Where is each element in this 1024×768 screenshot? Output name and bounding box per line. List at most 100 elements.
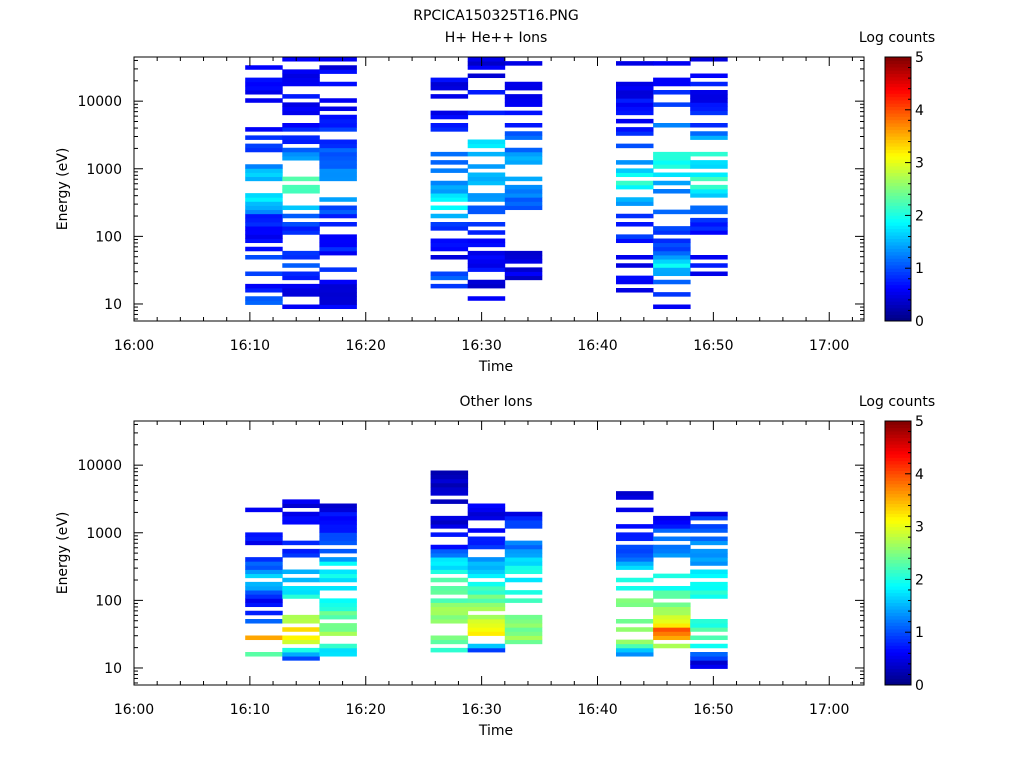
- heatmap-cell: [616, 180, 654, 186]
- heatmap-cell: [245, 598, 283, 603]
- colorbar-tick-label: 1: [915, 261, 924, 277]
- colorbar: 0 1 2 3 4 5: [884, 50, 924, 330]
- heatmap-cell: [319, 213, 357, 219]
- heatmap-cell: [690, 94, 728, 99]
- heatmap-cell: [616, 598, 654, 603]
- heatmap-cell: [504, 184, 543, 190]
- heatmap-cell: [467, 296, 506, 301]
- heatmap-cell: [616, 61, 654, 66]
- heatmap-cell: [282, 213, 320, 219]
- heatmap-cell: [245, 569, 283, 575]
- colorbar-swatch: [885, 589, 911, 594]
- heatmap-cell: [504, 515, 543, 521]
- heatmap-cell: [282, 189, 320, 194]
- heatmap-cell: [282, 110, 320, 116]
- colorbar-swatch: [885, 185, 911, 190]
- colorbar-swatch: [885, 543, 911, 547]
- heatmap-cell: [616, 524, 654, 529]
- heatmap-cell: [430, 557, 469, 562]
- colorbar-swatch: [885, 467, 911, 471]
- heatmap-cell: [282, 184, 320, 190]
- heatmap-cell: [319, 222, 357, 227]
- colorbar-swatch: [885, 291, 911, 296]
- heatmap-cell: [430, 255, 469, 260]
- heatmap-cell: [282, 250, 320, 256]
- heatmap-cell: [690, 193, 728, 198]
- heatmap-cell: [282, 540, 320, 546]
- heatmap-cell: [245, 222, 283, 227]
- heatmap-cell: [282, 292, 320, 297]
- heatmap-cell: [245, 246, 283, 252]
- heatmap-cell: [282, 639, 320, 645]
- heatmap-cell: [245, 594, 283, 599]
- colorbar-frame: [884, 56, 912, 322]
- heatmap-cell: [690, 102, 728, 107]
- heatmap-cell: [430, 482, 469, 488]
- colorbar-swatch: [885, 123, 911, 127]
- heatmap-cell: [467, 222, 506, 227]
- heatmap-cell: [504, 614, 543, 620]
- heatmap-cell: [616, 160, 654, 165]
- heatmap-cell: [245, 213, 283, 219]
- heatmap-cell: [504, 631, 543, 636]
- heatmap-cell: [467, 536, 506, 542]
- heatmap-cell: [690, 656, 728, 661]
- heatmap-cell: [319, 246, 357, 252]
- heatmap-cell: [245, 81, 283, 87]
- x-axis-label: Time: [478, 723, 513, 739]
- heatmap-cell: [282, 69, 320, 74]
- heatmap-cell: [690, 548, 728, 554]
- colorbar-swatch: [885, 136, 911, 140]
- heatmap-cell: [245, 98, 283, 103]
- heatmap-cell: [690, 524, 728, 529]
- colorbar-swatch: [885, 86, 911, 91]
- heatmap-cell: [245, 226, 283, 231]
- colorbar-swatch: [885, 632, 911, 636]
- colorbar-swatch: [885, 301, 911, 305]
- heatmap-cell: [319, 610, 357, 616]
- colorbar-swatch: [885, 103, 911, 107]
- panel-h-he-ions: H+ He++ Ions Energy (eV) Time Log counts…: [55, 30, 935, 375]
- colorbar-swatch: [885, 477, 911, 481]
- x-axis-label: Time: [478, 359, 513, 375]
- heatmap-cell: [282, 139, 320, 145]
- heatmap-cell: [245, 557, 283, 562]
- heatmap-cell: [616, 143, 654, 149]
- heatmap-cell: [653, 238, 691, 244]
- heatmap-cell: [319, 147, 357, 153]
- heatmap-cell: [504, 176, 543, 182]
- colorbar-swatch: [885, 454, 911, 458]
- colorbar-swatch: [885, 510, 911, 514]
- heatmap-cell: [616, 279, 654, 285]
- heatmap-cell: [319, 127, 357, 132]
- x-tick-label: 17:00: [809, 338, 849, 354]
- heatmap-cell: [467, 503, 506, 509]
- heatmap-cell: [430, 271, 469, 277]
- y-tick-label: 10: [104, 297, 122, 313]
- heatmap-cell: [430, 77, 469, 83]
- heatmap-cell: [653, 643, 691, 649]
- heatmap-cell: [430, 499, 469, 504]
- heatmap-cell: [653, 263, 691, 268]
- colorbar-swatch: [885, 602, 911, 607]
- colorbar-swatch: [885, 460, 911, 465]
- heatmap-cell: [282, 590, 320, 595]
- heatmap-cell: [245, 300, 283, 305]
- heatmap-cell: [616, 544, 654, 550]
- heatmap-cell: [245, 271, 283, 277]
- heatmap-cell: [504, 271, 543, 277]
- colorbar-swatch: [885, 582, 911, 587]
- heatmap-cell: [319, 176, 357, 182]
- heatmap-cell: [430, 553, 469, 558]
- heatmap-cell: [467, 205, 506, 211]
- x-tick-label: 16:30: [461, 338, 501, 354]
- heatmap-cell: [690, 528, 728, 533]
- heatmap-cell: [653, 553, 691, 558]
- heatmap-cell: [319, 123, 357, 128]
- colorbar-swatch: [885, 424, 911, 429]
- heatmap-cell: [616, 238, 654, 244]
- heatmap-cell: [690, 151, 728, 157]
- colorbar-swatch: [885, 635, 911, 640]
- heatmap-cell: [282, 283, 320, 289]
- heatmap-cell: [245, 288, 283, 293]
